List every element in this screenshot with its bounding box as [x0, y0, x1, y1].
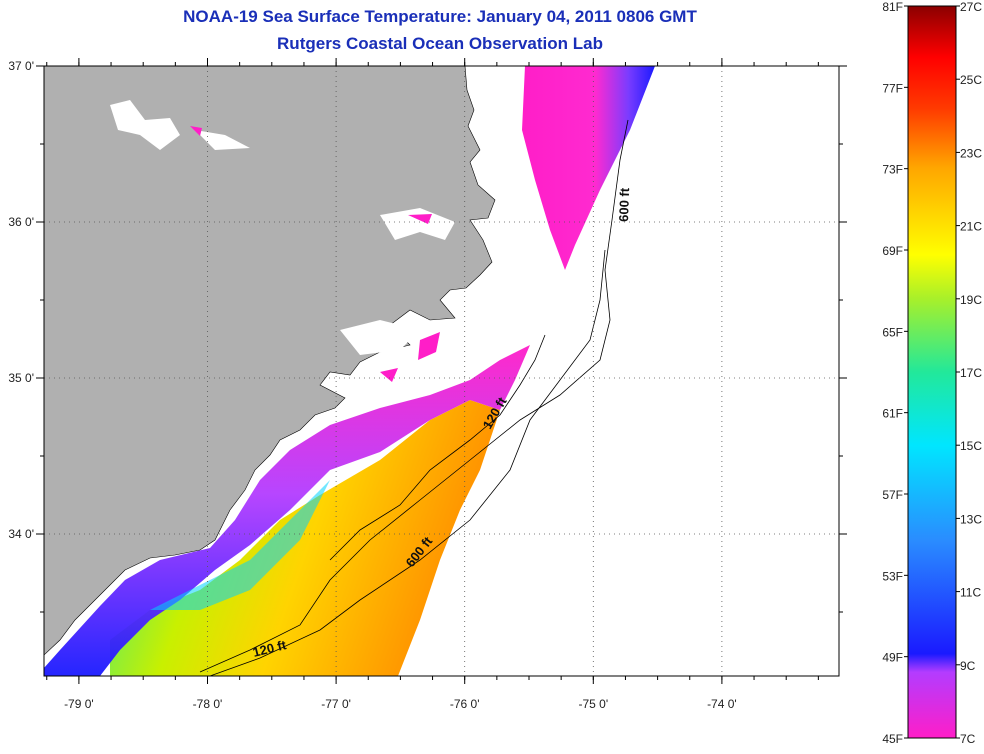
- contour-label: 600 ft: [616, 187, 632, 222]
- colorbar-c-label: 21C: [960, 220, 982, 234]
- colorbar-f-label: 69F: [882, 244, 903, 258]
- colorbar-c-label: 13C: [960, 512, 982, 526]
- lon-tick-label: -75 0': [578, 697, 608, 711]
- plot-frame: [43, 65, 840, 677]
- lat-tick-label: 35 0': [8, 371, 34, 385]
- colorbar-c-label: 23C: [960, 146, 982, 160]
- colorbar-f-label: 73F: [882, 163, 903, 177]
- lon-tick-label: -79 0': [64, 697, 94, 711]
- lat-tick-label: 36 0': [8, 215, 34, 229]
- land-mass: [44, 66, 496, 656]
- colorbar-c-label: 7C: [960, 732, 976, 746]
- colorbar-c-label: 27C: [960, 0, 982, 14]
- colorbar-f-label: 61F: [882, 407, 903, 421]
- map-title: NOAA-19 Sea Surface Temperature: January…: [183, 7, 697, 26]
- map-subtitle: Rutgers Coastal Ocean Observation Lab: [277, 34, 603, 53]
- colorbar-c-label: 15C: [960, 439, 982, 453]
- colorbar-f-label: 53F: [882, 569, 903, 583]
- sst-north-swath: [522, 66, 655, 270]
- lon-tick-label: -77 0': [321, 697, 351, 711]
- colorbar-f-label: 49F: [882, 651, 903, 665]
- colorbar-c-label: 25C: [960, 73, 982, 87]
- lon-tick-label: -78 0': [193, 697, 223, 711]
- lon-tick-label: -74 0': [707, 697, 737, 711]
- colorbar-c-label: 17C: [960, 366, 982, 380]
- lon-tick-label: -76 0': [450, 697, 480, 711]
- colorbar-f-label: 81F: [882, 0, 903, 14]
- sst-cold-band: [44, 345, 530, 676]
- graticule: [44, 66, 839, 676]
- lat-tick-label: 37 0': [8, 59, 34, 73]
- colorbar-f-label: 45F: [882, 732, 903, 746]
- colorbar-f-label: 57F: [882, 488, 903, 502]
- colorbar-c-label: 9C: [960, 659, 976, 673]
- lat-tick-label: 34 0': [8, 527, 34, 541]
- colorbar-c-label: 19C: [960, 293, 982, 307]
- colorbar-c-label: 11C: [960, 586, 981, 600]
- colorbar-gradient: [907, 5, 957, 739]
- colorbar-f-label: 65F: [882, 325, 903, 339]
- colorbar-f-label: 77F: [882, 81, 903, 95]
